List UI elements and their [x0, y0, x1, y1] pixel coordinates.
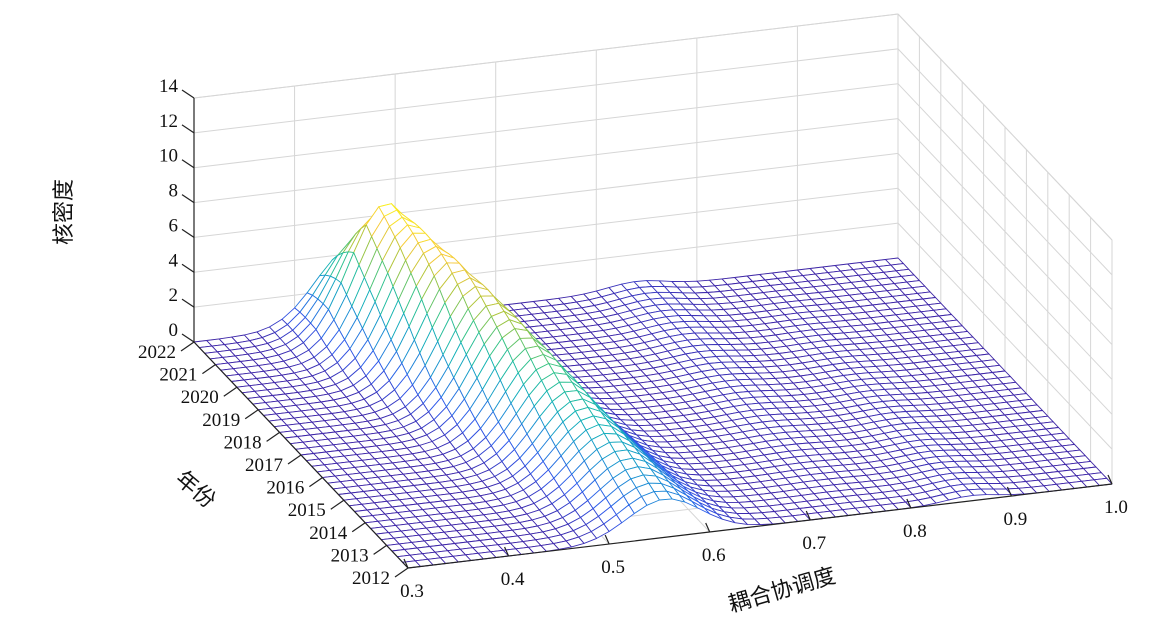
x-tick-label: 0.4 [501, 569, 525, 590]
z-tick-mark [181, 124, 195, 134]
y-tick-label: 2017 [245, 455, 283, 476]
x-tick-label: 0.8 [903, 521, 927, 542]
x-tick-mark [906, 498, 912, 509]
y-tick-label: 2020 [181, 387, 219, 408]
z-tick-label: 14 [159, 76, 179, 97]
y-tick-mark [309, 477, 323, 488]
z-tick-mark [181, 263, 195, 273]
x-tick-label: 0.6 [702, 545, 726, 566]
z-tick-mark [181, 228, 195, 238]
x-tick-mark [1006, 486, 1012, 497]
z-tick-label: 6 [169, 215, 179, 236]
z-tick-mark [181, 89, 195, 99]
side-wall-gridline-z [897, 118, 1113, 345]
side-wall-gridline-z [897, 48, 1113, 276]
z-tick-label: 10 [159, 146, 178, 167]
z-tick-label: 2 [169, 285, 179, 306]
x-tick-label: 0.7 [802, 533, 826, 554]
y-tick-label: 2019 [202, 410, 240, 431]
y-tick-mark [202, 364, 216, 375]
y-tick-label: 2015 [288, 500, 326, 521]
back-wall-gridline-z [193, 48, 899, 134]
axis-ticks: 0.30.40.50.60.70.80.91.02012201320142015… [138, 76, 1128, 602]
y-tick-mark [180, 341, 195, 352]
x-tick-label: 0.5 [601, 557, 625, 578]
x-tick-mark [1107, 474, 1113, 485]
x-tick-label: 1.0 [1104, 497, 1128, 518]
z-tick-label: 12 [159, 111, 178, 132]
y-tick-label: 2022 [138, 342, 176, 363]
x-tick-mark [504, 546, 510, 557]
side-wall-gridline-z [897, 83, 1113, 311]
z-tick-label: 8 [169, 181, 179, 202]
y-tick-mark [330, 499, 345, 510]
surface-mesh [193, 203, 1113, 569]
back-wall-gridline-z [193, 187, 899, 273]
x-tick-label: 0.9 [1004, 509, 1028, 530]
box-edge [193, 13, 899, 99]
y-tick-label: 2012 [352, 568, 390, 589]
back-wall-gridline-z [193, 118, 899, 204]
box-edge [897, 13, 1113, 241]
y-tick-mark [351, 522, 366, 533]
z-tick-label: 4 [169, 250, 179, 271]
y-tick-label: 2021 [159, 365, 197, 386]
side-wall-gridline-z [897, 222, 1113, 450]
back-wall-gridline-z [193, 152, 899, 238]
y-axis-label: 年份 [171, 466, 221, 513]
x-tick-mark [403, 558, 409, 569]
y-tick-label: 2018 [224, 432, 262, 453]
y-tick-mark [223, 386, 238, 397]
x-tick-label: 0.3 [400, 581, 424, 602]
y-tick-label: 2016 [266, 478, 304, 499]
y-tick-mark [287, 454, 302, 465]
z-tick-mark [181, 298, 195, 308]
z-axis-label: 核密度 [51, 179, 76, 245]
y-tick-mark [394, 567, 409, 578]
side-wall-gridline-z [897, 153, 1113, 380]
y-tick-label: 2014 [309, 523, 348, 544]
x-tick-mark [805, 510, 811, 521]
x-tick-mark [705, 522, 711, 533]
z-tick-mark [181, 159, 195, 169]
y-tick-mark [373, 544, 387, 555]
side-wall-gridline-z [897, 187, 1113, 415]
z-tick-mark [181, 333, 195, 343]
y-tick-mark [244, 409, 259, 420]
z-tick-mark [181, 194, 195, 204]
x-tick-mark [604, 534, 610, 545]
z-tick-label: 0 [169, 320, 179, 341]
y-tick-label: 2013 [331, 545, 369, 566]
x-axis-line [407, 483, 1113, 569]
back-wall-gridline-z [193, 83, 899, 169]
y-tick-mark [266, 431, 280, 442]
x-axis-label: 耦合协调度 [726, 563, 839, 617]
